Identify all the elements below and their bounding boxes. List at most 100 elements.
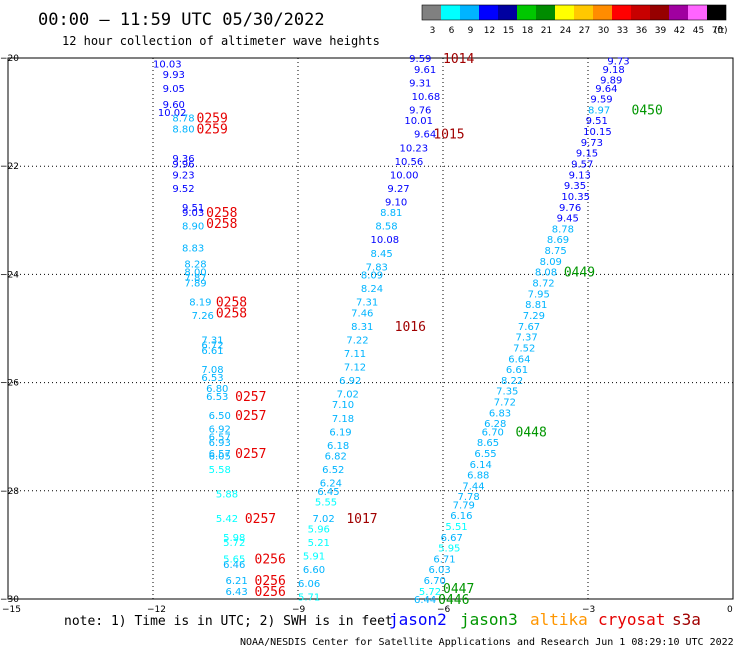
pass-time-label: 1016 <box>395 320 426 335</box>
y-tick-label: −30 <box>0 595 19 605</box>
wave-height-label: 7.02 <box>313 514 335 525</box>
colorbar-label: 18 <box>522 26 534 36</box>
wave-height-label: 6.71 <box>433 554 455 565</box>
colorbar-swatch <box>517 5 536 20</box>
wave-height-label: 9.59 <box>409 54 431 65</box>
wave-height-label: 8.09 <box>540 257 562 268</box>
wave-height-label: 9.89 <box>600 76 622 87</box>
wave-height-label: 7.52 <box>513 343 535 354</box>
colorbar-label: 30 <box>598 26 610 36</box>
wave-height-label: 5.95 <box>438 544 460 555</box>
colorbar-unit: (ft) <box>714 26 728 36</box>
wave-height-label: 7.18 <box>332 414 354 425</box>
pass-time-label: 0450 <box>632 103 663 118</box>
wave-height-label: 9.93 <box>163 70 185 81</box>
wave-height-label: 9.76 <box>409 105 431 116</box>
pass-time-label: 0258 <box>216 306 247 321</box>
wave-height-label: 9.57 <box>571 159 593 170</box>
colorbar-label: 70 <box>712 26 724 36</box>
legend-jason3: jason3 <box>460 610 518 629</box>
pass-time-label: 0257 <box>235 447 266 462</box>
wave-height-label: 7.95 <box>528 289 550 300</box>
wave-height-label: 6.45 <box>317 487 339 498</box>
colorbar-swatch <box>460 5 479 20</box>
pass-time-label: 0256 <box>255 574 286 589</box>
axis-ticks: −15 −12 −9 −6 −3 0−20−22−24−26−28−30 <box>0 54 733 615</box>
colorbar-label: 15 <box>503 26 514 36</box>
colorbar-swatch <box>707 5 726 20</box>
x-tick-label: 0 <box>727 605 733 615</box>
wave-height-label: 9.31 <box>409 78 431 89</box>
wave-height-label: 9.60 <box>163 100 185 111</box>
colorbar-label: 39 <box>655 26 667 36</box>
wave-height-label: 8.08 <box>535 268 557 279</box>
y-tick-label: −26 <box>0 379 19 389</box>
pass-time-label: 0257 <box>235 409 266 424</box>
colorbar-label: 3 <box>430 26 436 36</box>
wave-height-label: 7.87 <box>184 273 206 284</box>
wave-height-label: 5.71 <box>298 592 320 603</box>
colorbar-label: 12 <box>484 26 495 36</box>
y-tick-label: −28 <box>0 487 19 497</box>
colorbar-swatch <box>612 5 631 20</box>
colorbar-label: 42 <box>674 26 685 36</box>
wave-height-label: 6.18 <box>327 441 349 452</box>
wave-height-label: 6.24 <box>320 479 342 490</box>
wave-height-label: 8.24 <box>361 284 383 295</box>
wave-height-label: 9.35 <box>564 181 586 192</box>
pass-time-label: 1015 <box>433 128 464 143</box>
wave-height-label: 10.23 <box>400 143 429 154</box>
wave-height-label: 10.00 <box>390 170 419 181</box>
wave-height-label: 8.72 <box>532 279 554 290</box>
wave-height-label: 6.21 <box>226 576 248 587</box>
wave-height-label: 9.15 <box>576 149 598 160</box>
wave-height-label: 8.97 <box>588 105 610 116</box>
wave-height-label: 6.50 <box>209 411 231 422</box>
pass-time-label: 1017 <box>346 512 377 527</box>
colorbar-label: 6 <box>449 26 455 36</box>
wave-height-label: 7.35 <box>496 387 518 398</box>
wave-height-label: 6.72 <box>201 341 223 352</box>
pass-time-label: 0446 <box>438 593 469 608</box>
wave-height-label: 8.31 <box>351 322 373 333</box>
wave-height-label: 6.70 <box>424 576 446 587</box>
wave-height-label: 7.37 <box>516 333 538 344</box>
wave-height-label: 7.12 <box>344 362 366 373</box>
wave-height-label: 7.31 <box>356 297 378 308</box>
wave-height-label: 6.64 <box>508 354 530 365</box>
wave-height-label: 10.15 <box>583 127 612 138</box>
wave-height-label: 6.61 <box>506 365 528 376</box>
wave-height-label: 9.36 <box>172 154 194 165</box>
wave-height-label: 5.42 <box>216 514 238 525</box>
wave-height-label: 9.52 <box>172 184 194 195</box>
colorbar: 3 6 9 12 15 18 21 24 27 30 33 36 39 42 45 70(ft) <box>421 4 728 36</box>
wave-height-label: 9.59 <box>590 95 612 106</box>
wave-height-label: 9.51 <box>586 116 608 127</box>
wave-height-label: 6.03 <box>429 565 451 576</box>
wave-height-label: 6.88 <box>467 471 489 482</box>
colorbar-swatch <box>422 5 441 20</box>
wave-height-label: 6.57 <box>209 449 231 460</box>
colorbar-swatch <box>631 5 650 20</box>
wave-height-label: 6.70 <box>482 427 504 438</box>
wave-height-label: 9.51 <box>182 203 204 214</box>
wave-height-label: 6.19 <box>329 427 351 438</box>
data-marks: 10.039.939.059.6010.028.788.809.369.969.… <box>153 52 663 608</box>
wave-height-label: 6.16 <box>450 511 472 522</box>
wave-height-label: 9.10 <box>385 197 407 208</box>
colorbar-label: 9 <box>468 26 474 36</box>
wave-height-label: 10.35 <box>561 192 590 203</box>
colorbar-label: 24 <box>560 26 572 36</box>
pass-time-label: 0256 <box>255 552 286 567</box>
pass-time-label: 0258 <box>216 295 247 310</box>
colorbar-swatch <box>441 5 460 20</box>
grid-lines <box>8 58 733 599</box>
wave-height-label: 9.23 <box>172 170 194 181</box>
wave-height-label: 6.52 <box>322 465 344 476</box>
wave-height-label: 6.05 <box>209 452 231 463</box>
wave-height-label: 6.14 <box>470 460 492 471</box>
wave-height-label: 6.43 <box>226 587 248 598</box>
wave-height-label: 8.45 <box>371 249 393 260</box>
x-tick-label: −3 <box>582 605 595 615</box>
